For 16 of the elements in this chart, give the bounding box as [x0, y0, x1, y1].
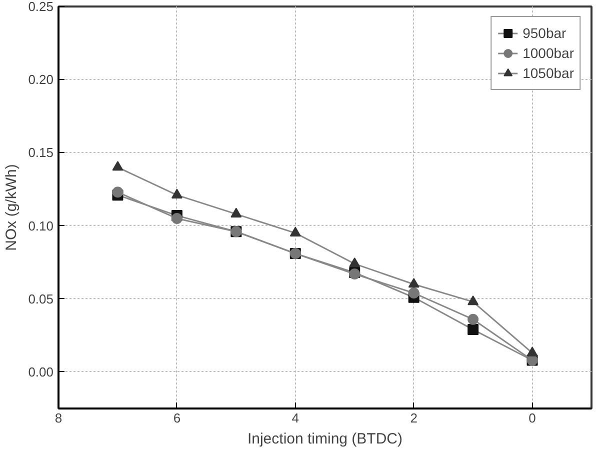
x-tick-label: 6	[173, 410, 181, 426]
legend-label: 950bar	[522, 25, 566, 41]
y-tick-label: 0.15	[28, 145, 54, 160]
x-tick-label: 4	[292, 410, 300, 426]
y-tick-label: 0.25	[28, 0, 54, 14]
x-tick-label: 0	[528, 410, 536, 426]
y-tick-label: 0.20	[28, 72, 54, 88]
y-tick-label: 0.05	[28, 291, 54, 306]
legend-label: 1050bar	[522, 65, 574, 81]
x-axis-title: Injection timing (BTDC)	[247, 430, 403, 448]
x-tick-label: 2	[410, 410, 418, 426]
y-tick-label: 0.00	[28, 364, 54, 380]
y-tick-label: 0.10	[28, 218, 54, 234]
x-tick-label: 8	[54, 410, 62, 426]
legend-label: 1000bar	[522, 45, 574, 61]
y-axis-title: NOx (g/kWh)	[3, 164, 20, 251]
